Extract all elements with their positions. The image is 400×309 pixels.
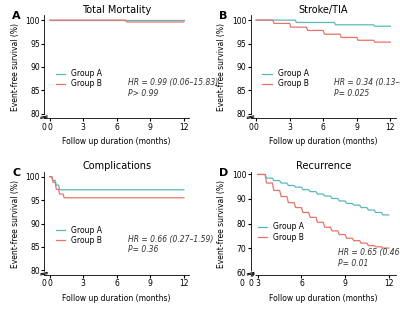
Text: HR = 0.66 (0.27–1.59)
P= 0.36: HR = 0.66 (0.27–1.59) P= 0.36 [128,235,213,254]
Legend: Group A, Group B: Group A, Group B [55,68,103,89]
Group A [300,188,305,192]
Group A [308,190,312,193]
Group B [315,220,320,224]
Group A [286,184,291,187]
Group B [338,32,342,36]
Group B [272,188,276,192]
Legend: Group A, Group B: Group A, Group B [262,68,310,89]
Group A [293,18,298,22]
Line: Group A: Group A [258,175,389,215]
Group B [380,246,385,250]
Group B [339,36,344,39]
Group A [264,176,269,180]
Group B [270,18,275,22]
Group B [386,246,391,250]
Group A [343,199,348,203]
Group B [272,22,276,25]
Text: 0: 0 [42,123,46,132]
X-axis label: Follow up duration (months): Follow up duration (months) [269,294,378,303]
Group B [279,195,284,198]
Group A [372,208,376,212]
Group B [350,236,355,240]
Title: Stroke/TIA: Stroke/TIA [298,5,348,15]
Group A [380,213,385,217]
Group B [354,36,359,39]
Text: B: B [218,11,227,21]
Group B [336,229,340,233]
Group B [62,196,66,200]
Group A [344,201,349,205]
Text: HR = 0.99 (0.06–15.83)
P> 0.99: HR = 0.99 (0.06–15.83) P> 0.99 [128,78,218,98]
Legend: Group A, Group B: Group A, Group B [257,222,305,242]
Group A [373,211,378,214]
Group A [352,203,356,207]
Group A [182,188,186,192]
Group B [388,40,393,44]
Group B [343,233,348,236]
Group B [372,244,376,248]
Group B [322,32,327,36]
Y-axis label: Event-free survival (%): Event-free survival (%) [217,23,226,111]
Text: 0: 0 [239,279,244,288]
Group B [61,192,66,196]
Group B [357,239,362,243]
Group A [333,23,338,27]
Group B [304,25,309,29]
Group A [371,23,376,27]
Group A [357,203,362,207]
Group B [288,25,293,29]
Legend: Group A, Group B: Group A, Group B [55,225,103,245]
Group A [299,185,304,189]
Group B [366,244,371,248]
Group A [364,206,369,210]
Group B [337,233,342,236]
Line: Group A: Group A [256,20,390,26]
Group A [359,206,364,210]
Group A [379,211,384,214]
Group A [293,185,298,189]
Group B [50,175,54,179]
Line: Group B: Group B [256,20,390,42]
Group A [386,213,391,217]
X-axis label: Follow up duration (months): Follow up duration (months) [62,137,171,146]
Group A [294,21,299,24]
Group A [54,183,59,187]
Text: HR = 0.65 (0.46–0.92)
P= 0.01: HR = 0.65 (0.46–0.92) P= 0.01 [338,248,400,268]
Group A [263,173,268,176]
Group B [305,28,310,32]
Group B [50,180,55,184]
Group A [336,197,340,200]
Group B [321,220,326,224]
Group A [315,192,320,196]
Group B [352,239,356,243]
Title: Complications: Complications [82,161,151,171]
Group B [182,196,186,200]
X-axis label: Follow up duration (months): Follow up duration (months) [62,294,171,303]
Group A [56,183,61,187]
Line: Group B: Group B [50,20,184,22]
X-axis label: Follow up duration (months): Follow up duration (months) [269,137,378,146]
Group B [182,20,186,24]
Group B [254,18,258,22]
Group A [270,176,275,180]
Text: 0: 0 [248,279,253,288]
Line: Group A: Group A [50,177,184,190]
Group B [306,211,311,214]
Group B [373,245,378,249]
Group B [379,245,384,249]
Group B [293,206,298,210]
Group A [284,181,289,185]
Group B [57,192,62,196]
Y-axis label: Event-free survival (%): Event-free survival (%) [217,180,226,268]
Line: Group B: Group B [258,175,389,248]
Group B [372,40,377,44]
Group B [47,18,52,22]
Group B [124,20,129,24]
Text: C: C [12,168,20,178]
Group B [287,22,292,25]
Group A [306,188,311,192]
Group B [123,18,128,22]
Group A [366,208,371,212]
Group A [279,181,284,185]
Group B [308,215,312,219]
